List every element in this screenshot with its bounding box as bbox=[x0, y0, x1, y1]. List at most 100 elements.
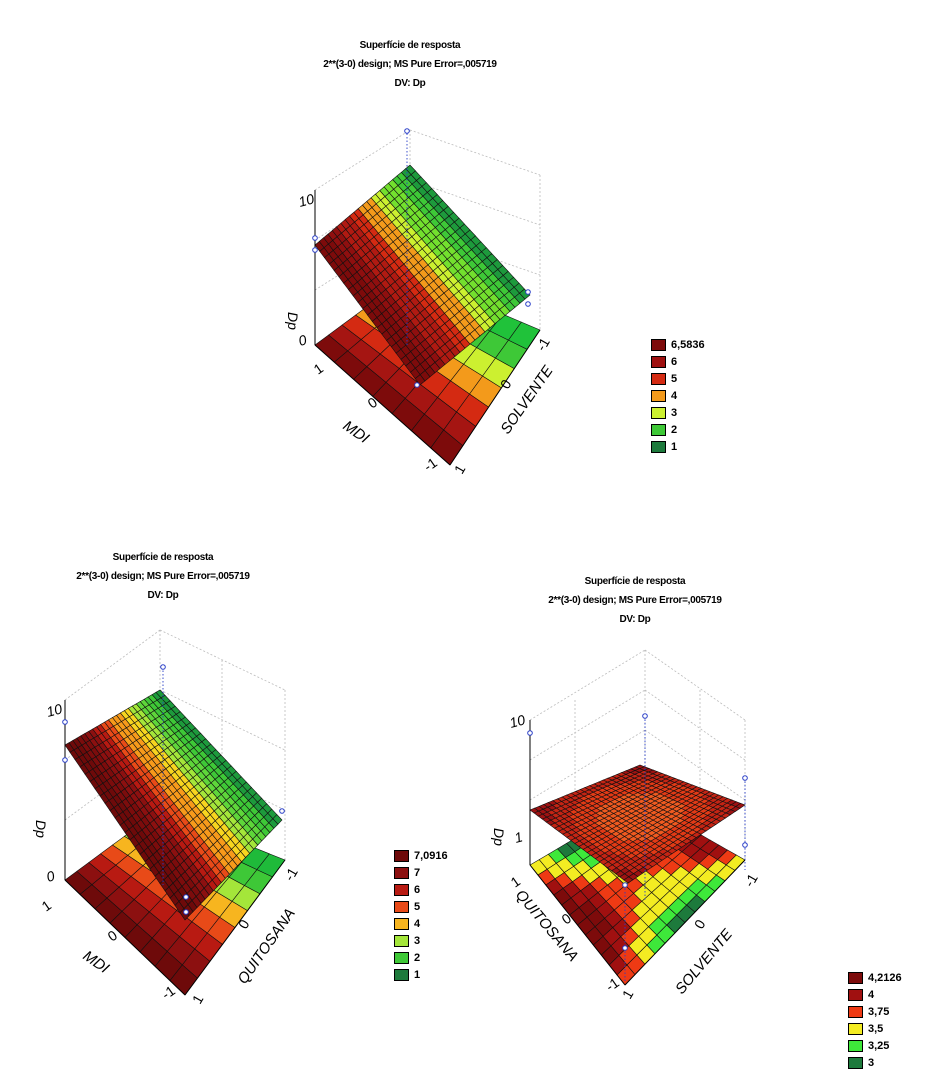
x-axis-label: MDI bbox=[80, 947, 112, 977]
legend-label: 4 bbox=[414, 917, 421, 930]
response-surface bbox=[529, 764, 746, 884]
legend-swatch bbox=[651, 440, 666, 453]
legend-entry: 7,0916 bbox=[394, 848, 448, 863]
x-tick-label: 1 bbox=[508, 873, 524, 891]
frame-back-left-top bbox=[314, 129, 411, 191]
chart-1-title: Superfície de resposta bbox=[359, 40, 461, 51]
x-tick-label: 1 bbox=[39, 897, 55, 915]
y-tick-label: -1 bbox=[281, 865, 301, 884]
legend-swatch bbox=[394, 934, 409, 947]
legend-label: 1 bbox=[671, 440, 678, 453]
legend-swatch bbox=[848, 1056, 863, 1069]
legend-entry: 3 bbox=[848, 1055, 902, 1070]
legend-entry: 4 bbox=[848, 987, 902, 1002]
legend-swatch bbox=[848, 1005, 863, 1018]
chart-2-legend: 7,0916 7 6 5 4 3 2 1 bbox=[394, 848, 448, 984]
z-tick-label: 0 bbox=[45, 867, 57, 885]
legend-label: 4 bbox=[868, 988, 875, 1001]
legend-label: 3 bbox=[868, 1056, 875, 1069]
y-tick-label: 1 bbox=[189, 992, 207, 1007]
axis-front-left bbox=[529, 864, 626, 986]
legend-entry: 5 bbox=[394, 899, 448, 914]
legend-label: 2 bbox=[414, 951, 421, 964]
axis-front-right bbox=[624, 859, 746, 986]
legend-entry: 5 bbox=[651, 371, 705, 386]
legend-swatch bbox=[848, 1039, 863, 1052]
axis-front-right bbox=[184, 859, 286, 996]
frame-back-right-top bbox=[409, 129, 541, 176]
legend-entry: 4 bbox=[651, 388, 705, 403]
response-surface bbox=[64, 689, 283, 921]
design-point bbox=[742, 842, 748, 848]
chart-3-title-block: Superfície de resposta 2**(3-0) design; … bbox=[525, 572, 745, 629]
chart-2-title-block: Superfície de resposta 2**(3-0) design; … bbox=[53, 548, 273, 605]
legend-entry: 3 bbox=[394, 933, 448, 948]
legend-swatch bbox=[394, 900, 409, 913]
legend-label: 2 bbox=[671, 423, 678, 436]
legend-label: 7 bbox=[414, 866, 421, 879]
design-point bbox=[742, 775, 748, 781]
axis-front-right bbox=[449, 329, 541, 466]
legend-entry: 6 bbox=[651, 354, 705, 369]
legend-entry: 3,25 bbox=[848, 1038, 902, 1053]
chart-1-title-block: Superfície de resposta 2**(3-0) design; … bbox=[300, 36, 520, 93]
design-point bbox=[183, 894, 189, 900]
legend-label: 3 bbox=[414, 934, 421, 947]
frame-grid-2 bbox=[644, 689, 746, 761]
axis-front-left bbox=[314, 344, 451, 466]
surface-cell bbox=[519, 288, 531, 300]
frame-grid-2 bbox=[159, 689, 286, 751]
frame-back-right-top bbox=[159, 629, 286, 691]
frame-back-left-top bbox=[529, 649, 646, 721]
legend-entry: 6 bbox=[394, 882, 448, 897]
legend-swatch bbox=[394, 917, 409, 930]
legend-label: 3,25 bbox=[868, 1039, 890, 1052]
legend-label: 5 bbox=[414, 900, 421, 913]
z-axis-label: Dp bbox=[285, 312, 301, 330]
z-tick-label: 10 bbox=[297, 190, 316, 210]
frame-grid-3 bbox=[529, 729, 646, 801]
z-tick-label: 10 bbox=[45, 700, 64, 720]
chart-1-legend: 6,5836 6 5 4 3 2 1 bbox=[651, 337, 705, 456]
legend-label: 7,0916 bbox=[414, 849, 448, 862]
frame-back-left-top bbox=[64, 629, 161, 701]
y-axis-label: QUITOSANA bbox=[234, 905, 298, 987]
y-tick-label: 1 bbox=[619, 987, 637, 1002]
legend-label: 3 bbox=[671, 406, 678, 419]
legend-swatch bbox=[394, 866, 409, 879]
legend-swatch bbox=[394, 951, 409, 964]
legend-entry: 3 bbox=[651, 405, 705, 420]
legend-entry: 6,5836 bbox=[651, 337, 705, 352]
legend-swatch bbox=[848, 1022, 863, 1035]
design-point bbox=[525, 289, 531, 295]
legend-label: 6 bbox=[671, 355, 678, 368]
z-tick-label: 1 bbox=[513, 828, 525, 845]
design-point bbox=[312, 247, 318, 253]
legend-entry: 1 bbox=[394, 967, 448, 982]
legend-label: 4 bbox=[671, 389, 678, 402]
legend-label: 1 bbox=[414, 968, 421, 981]
legend-label: 6 bbox=[414, 883, 421, 896]
y-tick-label: -1 bbox=[741, 871, 761, 890]
chart-3-dv: DV: Dp bbox=[619, 614, 651, 625]
legend-swatch bbox=[394, 883, 409, 896]
z-tick-label: 10 bbox=[508, 711, 527, 731]
design-point bbox=[183, 909, 189, 915]
legend-swatch bbox=[651, 423, 666, 436]
legend-swatch bbox=[394, 968, 409, 981]
legend-swatch bbox=[651, 406, 666, 419]
surface-cell bbox=[735, 802, 746, 809]
chart-1-subtitle: 2**(3-0) design; MS Pure Error=,005719 bbox=[323, 59, 497, 70]
frame-grid-2 bbox=[409, 179, 541, 226]
legend-swatch bbox=[651, 338, 666, 351]
legend-swatch bbox=[848, 988, 863, 1001]
legend-swatch bbox=[651, 372, 666, 385]
x-tick-label: -1 bbox=[421, 454, 441, 474]
legend-entry: 2 bbox=[651, 422, 705, 437]
legend-swatch bbox=[651, 389, 666, 402]
legend-entry: 3,75 bbox=[848, 1004, 902, 1019]
x-axis-label: MDI bbox=[340, 417, 372, 447]
design-point bbox=[312, 235, 318, 241]
